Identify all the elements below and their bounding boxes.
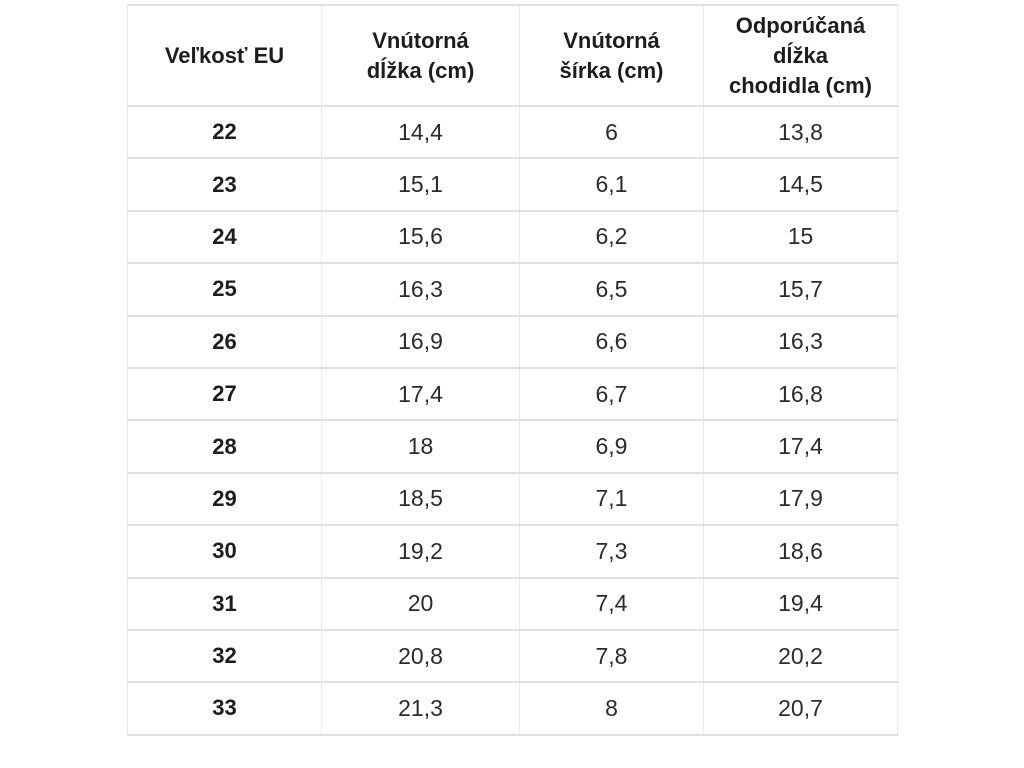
- table-row: 23 15,1 6,1 14,5: [127, 157, 898, 212]
- cell-size-eu: 28: [127, 419, 322, 474]
- column-header-inner-width: Vnútorná šírka (cm): [519, 4, 704, 107]
- cell-size-eu: 24: [127, 209, 322, 265]
- cell-size-eu: 31: [127, 576, 322, 631]
- cell-inner-width: 7,3: [519, 524, 704, 579]
- cell-inner-length: 20: [321, 576, 520, 631]
- cell-inner-length: 20,8: [321, 628, 520, 684]
- column-header-size-eu: Veľkosť EU: [127, 4, 322, 107]
- cell-recommended-foot-length: 14,5: [703, 157, 898, 212]
- cell-size-eu: 30: [127, 524, 322, 579]
- column-header-inner-length: Vnútorná dĺžka (cm): [321, 4, 520, 107]
- cell-recommended-foot-length: 17,4: [703, 419, 898, 474]
- cell-inner-length: 18: [321, 419, 520, 474]
- cell-inner-length: 21,3: [321, 681, 520, 736]
- table-row: 22 14,4 6 13,8: [127, 104, 898, 160]
- table-row: 33 21,3 8 20,7: [127, 681, 898, 736]
- cell-inner-length: 15,1: [321, 157, 520, 212]
- cell-inner-width: 6,7: [519, 366, 704, 422]
- column-header-recommended-foot-length: Odporúčaná dĺžka chodidla (cm): [703, 4, 898, 107]
- cell-size-eu: 33: [127, 681, 322, 736]
- table-row: 32 20,8 7,8 20,2: [127, 628, 898, 684]
- cell-size-eu: 29: [127, 471, 322, 527]
- table-row: 29 18,5 7,1 17,9: [127, 471, 898, 527]
- cell-size-eu: 25: [127, 262, 322, 317]
- cell-inner-length: 15,6: [321, 209, 520, 265]
- table-row: 27 17,4 6,7 16,8: [127, 366, 898, 422]
- table-row: 28 18 6,9 17,4: [127, 419, 898, 474]
- cell-inner-width: 6,5: [519, 262, 704, 317]
- cell-inner-width: 7,4: [519, 576, 704, 631]
- cell-inner-width: 6,9: [519, 419, 704, 474]
- cell-recommended-foot-length: 17,9: [703, 471, 898, 527]
- table-body: 22 14,4 6 13,8 23 15,1 6,1 14,5 24 15,6 …: [127, 104, 898, 736]
- cell-recommended-foot-length: 16,8: [703, 366, 898, 422]
- table-row: 24 15,6 6,2 15: [127, 209, 898, 265]
- cell-inner-length: 16,3: [321, 262, 520, 317]
- cell-recommended-foot-length: 13,8: [703, 104, 898, 160]
- header-row: Veľkosť EU Vnútorná dĺžka (cm) Vnútorná …: [127, 4, 898, 107]
- cell-inner-width: 7,8: [519, 628, 704, 684]
- cell-recommended-foot-length: 15: [703, 209, 898, 265]
- size-chart-page: Veľkosť EU Vnútorná dĺžka (cm) Vnútorná …: [127, 0, 898, 736]
- cell-size-eu: 32: [127, 628, 322, 684]
- table-row: 30 19,2 7,3 18,6: [127, 524, 898, 579]
- table-row: 25 16,3 6,5 15,7: [127, 262, 898, 317]
- cell-inner-width: 7,1: [519, 471, 704, 527]
- cell-size-eu: 27: [127, 366, 322, 422]
- cell-size-eu: 22: [127, 104, 322, 160]
- cell-recommended-foot-length: 20,2: [703, 628, 898, 684]
- cell-inner-length: 19,2: [321, 524, 520, 579]
- table-row: 26 16,9 6,6 16,3: [127, 314, 898, 369]
- cell-inner-length: 14,4: [321, 104, 520, 160]
- cell-inner-width: 8: [519, 681, 704, 736]
- cell-inner-width: 6,2: [519, 209, 704, 265]
- cell-inner-width: 6,6: [519, 314, 704, 369]
- cell-inner-length: 16,9: [321, 314, 520, 369]
- table-row: 31 20 7,4 19,4: [127, 576, 898, 631]
- cell-inner-length: 18,5: [321, 471, 520, 527]
- cell-inner-length: 17,4: [321, 366, 520, 422]
- cell-size-eu: 26: [127, 314, 322, 369]
- size-chart-table: Veľkosť EU Vnútorná dĺžka (cm) Vnútorná …: [127, 4, 898, 736]
- cell-inner-width: 6,1: [519, 157, 704, 212]
- cell-recommended-foot-length: 18,6: [703, 524, 898, 579]
- cell-recommended-foot-length: 20,7: [703, 681, 898, 736]
- cell-recommended-foot-length: 19,4: [703, 576, 898, 631]
- cell-inner-width: 6: [519, 104, 704, 160]
- cell-size-eu: 23: [127, 157, 322, 212]
- cell-recommended-foot-length: 15,7: [703, 262, 898, 317]
- cell-recommended-foot-length: 16,3: [703, 314, 898, 369]
- table-header: Veľkosť EU Vnútorná dĺžka (cm) Vnútorná …: [127, 4, 898, 107]
